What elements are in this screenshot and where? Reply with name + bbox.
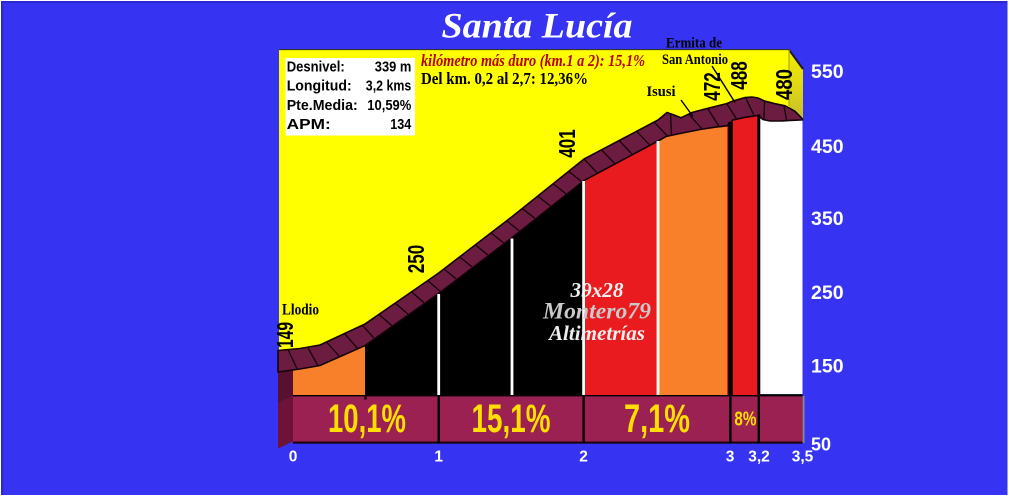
svg-text:15,1%: 15,1% (472, 397, 551, 441)
svg-text:8%: 8% (734, 409, 756, 431)
svg-text:3: 3 (726, 449, 735, 466)
svg-text:149: 149 (272, 322, 298, 348)
svg-text:kilómetro más duro (km.1 a 2):: kilómetro más duro (km.1 a 2): 15,1% (421, 51, 645, 70)
svg-text:3,5: 3,5 (792, 449, 814, 466)
svg-text:Llodio: Llodio (282, 302, 319, 319)
svg-text:Desnivel:: Desnivel: (287, 60, 345, 76)
svg-text:Montero79: Montero79 (542, 299, 652, 324)
svg-text:450: 450 (811, 136, 844, 158)
svg-text:7,1%: 7,1% (624, 397, 690, 441)
svg-text:250: 250 (811, 282, 844, 304)
svg-text:10,1%: 10,1% (328, 397, 406, 441)
svg-text:39x28: 39x28 (569, 278, 624, 302)
svg-text:Del km. 0,2 al 2,7: 12,36%: Del km. 0,2 al 2,7: 12,36% (421, 69, 588, 88)
svg-text:480: 480 (771, 69, 797, 100)
svg-text:San Antonio: San Antonio (662, 52, 728, 68)
svg-text:Longitud:: Longitud: (287, 79, 352, 95)
svg-text:Santa Lucía: Santa Lucía (442, 6, 633, 46)
svg-text:50: 50 (811, 435, 831, 455)
svg-text:134: 134 (390, 117, 411, 133)
svg-text:350: 350 (811, 208, 844, 230)
svg-text:401: 401 (554, 129, 580, 158)
svg-text:339 m: 339 m (375, 60, 412, 76)
svg-text:10,59%: 10,59% (367, 98, 411, 114)
svg-text:Altimetrías: Altimetrías (547, 321, 645, 345)
svg-text:472: 472 (699, 72, 725, 101)
svg-text:3,2 kms: 3,2 kms (366, 79, 412, 95)
svg-text:Ermita de: Ermita de (666, 36, 722, 52)
svg-text:550: 550 (811, 61, 844, 83)
svg-text:250: 250 (403, 245, 429, 274)
svg-text:Pte.Media:: Pte.Media: (287, 98, 358, 114)
svg-text:3,2: 3,2 (748, 449, 770, 466)
svg-text:2: 2 (579, 449, 588, 466)
svg-text:150: 150 (811, 356, 844, 378)
svg-text:Isusi: Isusi (647, 84, 676, 100)
svg-text:0: 0 (289, 449, 298, 466)
svg-text:APM:: APM: (287, 117, 331, 133)
svg-text:488: 488 (726, 61, 752, 90)
svg-text:1: 1 (434, 449, 443, 466)
